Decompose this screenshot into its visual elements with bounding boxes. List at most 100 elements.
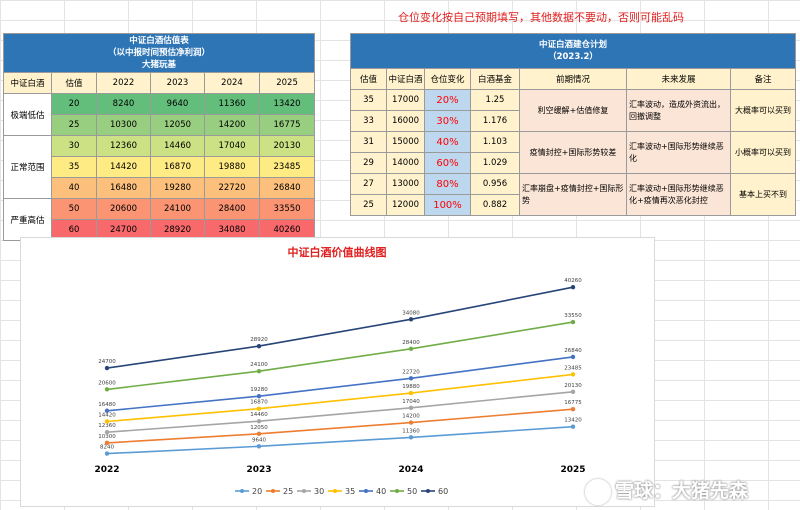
data-point[interactable] <box>570 389 576 394</box>
data-point[interactable] <box>256 406 262 411</box>
plan-cell-position[interactable]: 100% <box>424 194 471 216</box>
plan-cell-fund[interactable]: 1.25 <box>470 89 520 111</box>
plan-early-1[interactable]: 利空缓解+估值修复 <box>519 89 627 132</box>
header-2022[interactable]: 2022 <box>96 72 151 94</box>
cell-2024[interactable]: 19880 <box>204 156 260 178</box>
data-point[interactable] <box>104 440 110 446</box>
plan-cell-index[interactable]: 16000 <box>386 110 425 132</box>
cell-2025[interactable]: 26840 <box>258 177 316 199</box>
cell-2025[interactable]: 16775 <box>258 114 316 136</box>
group-normal[interactable]: 正常范围 <box>3 135 52 199</box>
plan-cell-fund[interactable]: 1.103 <box>470 131 520 153</box>
cell-2022[interactable]: 10300 <box>96 114 151 136</box>
cell-2025[interactable]: 40260 <box>258 219 316 241</box>
series-line-20[interactable] <box>106 425 574 455</box>
cell-pe[interactable]: 35 <box>51 156 97 178</box>
group-severe-high[interactable]: 严重高估 <box>3 198 52 241</box>
legend-label[interactable]: 35 <box>345 487 355 496</box>
data-point[interactable] <box>104 451 110 456</box>
data-point[interactable] <box>570 319 576 325</box>
cell-2024[interactable]: 22720 <box>204 177 260 199</box>
cell-2023[interactable]: 9640 <box>150 93 205 115</box>
legend-label[interactable]: 40 <box>376 487 386 496</box>
cell-2024[interactable]: 11360 <box>204 93 260 115</box>
cell-pe[interactable]: 30 <box>51 135 97 157</box>
plan-header-index[interactable]: 中证白酒 <box>386 68 425 90</box>
data-point[interactable] <box>256 368 262 374</box>
data-point[interactable] <box>408 346 414 352</box>
header-2024[interactable]: 2024 <box>204 72 260 94</box>
header-pe[interactable]: 估值 <box>51 72 97 94</box>
data-point[interactable] <box>570 424 576 429</box>
legend-label[interactable]: 25 <box>283 487 293 496</box>
plan-cell-pe[interactable]: 35 <box>350 89 387 111</box>
plan-future-2[interactable]: 汇率波动+国际形势继续恶化 <box>626 131 731 174</box>
plan-cell-fund[interactable]: 0.956 <box>470 173 520 195</box>
cell-2022[interactable]: 12360 <box>96 135 151 157</box>
plan-title[interactable]: 中证白酒建仓计划 （2023.2） <box>350 33 796 69</box>
cell-2024[interactable]: 17040 <box>204 135 260 157</box>
data-point[interactable] <box>256 394 262 399</box>
plan-header-future[interactable]: 未来发展 <box>626 68 731 90</box>
plan-cell-position[interactable]: 60% <box>424 152 471 174</box>
cell-2025[interactable]: 33550 <box>258 198 316 220</box>
data-point[interactable] <box>104 419 110 424</box>
cell-2022[interactable]: 16480 <box>96 177 151 199</box>
plan-cell-position[interactable]: 40% <box>424 131 471 153</box>
header-2023[interactable]: 2023 <box>150 72 205 94</box>
data-point[interactable] <box>570 407 576 412</box>
plan-header-position[interactable]: 仓位变化 <box>424 68 471 90</box>
cell-2025[interactable]: 23485 <box>258 156 316 178</box>
cell-pe[interactable]: 40 <box>51 177 97 199</box>
data-point[interactable] <box>256 444 262 449</box>
cell-2024[interactable]: 14200 <box>204 114 260 136</box>
data-point[interactable] <box>256 343 262 349</box>
plan-early-2[interactable]: 疫情封控+国际形势较差 <box>519 131 627 174</box>
cell-2024[interactable]: 28400 <box>204 198 260 220</box>
plan-cell-position[interactable]: 20% <box>424 89 471 111</box>
data-point[interactable] <box>570 372 576 377</box>
data-point[interactable] <box>256 431 262 436</box>
cell-2025[interactable]: 20130 <box>258 135 316 157</box>
legend-label[interactable]: 20 <box>252 487 262 496</box>
data-point[interactable] <box>104 408 110 413</box>
plan-remark-3[interactable]: 基本上买不到 <box>730 173 796 216</box>
plan-cell-pe[interactable]: 29 <box>350 152 387 174</box>
data-point[interactable] <box>408 376 414 381</box>
plan-cell-pe[interactable]: 27 <box>350 173 387 195</box>
group-extreme-low[interactable]: 极端低估 <box>3 93 52 136</box>
cell-2022[interactable]: 14420 <box>96 156 151 178</box>
cell-2022[interactable]: 8240 <box>96 93 151 115</box>
plan-remark-1[interactable]: 大概率可以买到 <box>730 89 796 132</box>
series-line-30[interactable] <box>106 391 574 433</box>
cell-2023[interactable]: 12050 <box>150 114 205 136</box>
series-line-25[interactable] <box>106 408 574 444</box>
cell-2025[interactable]: 13420 <box>258 93 316 115</box>
series-line-50[interactable] <box>106 321 574 391</box>
data-point[interactable] <box>104 387 110 392</box>
data-point[interactable] <box>408 317 414 322</box>
series-line-40[interactable] <box>106 356 574 412</box>
plan-early-3[interactable]: 汇率崩盘+疫情封控+国际形势 <box>519 173 627 216</box>
data-point[interactable] <box>570 285 576 290</box>
cell-pe[interactable]: 25 <box>51 114 97 136</box>
plan-cell-fund[interactable]: 1.029 <box>470 152 520 174</box>
data-point[interactable] <box>408 405 414 411</box>
plan-future-3[interactable]: 汇率波动+国际形势继续恶化+疫情再次恶化封控 <box>626 173 731 216</box>
cell-2023[interactable]: 16870 <box>150 156 205 178</box>
header-index[interactable]: 中证白酒 <box>3 72 52 94</box>
cell-2022[interactable]: 20600 <box>96 198 151 220</box>
legend-label[interactable]: 50 <box>407 487 417 496</box>
plan-header-early[interactable]: 前期情况 <box>519 68 627 90</box>
plan-cell-position[interactable]: 30% <box>424 110 471 132</box>
value-curve-chart[interactable]: 中证白酒价值曲线图 8240 9640 11360 13420 10300 12050 14… <box>20 237 655 507</box>
data-point[interactable] <box>104 365 110 371</box>
header-2025[interactable]: 2025 <box>258 72 316 94</box>
plan-future-1[interactable]: 汇率波动，造成外资流出，回撤调整 <box>626 89 731 132</box>
data-point[interactable] <box>104 429 110 435</box>
plan-cell-position[interactable]: 80% <box>424 173 471 195</box>
plan-cell-fund[interactable]: 0.882 <box>470 194 520 216</box>
cell-pe[interactable]: 20 <box>51 93 97 115</box>
plan-cell-pe[interactable]: 25 <box>350 194 387 216</box>
plan-header-remarks[interactable]: 备注 <box>730 68 796 90</box>
